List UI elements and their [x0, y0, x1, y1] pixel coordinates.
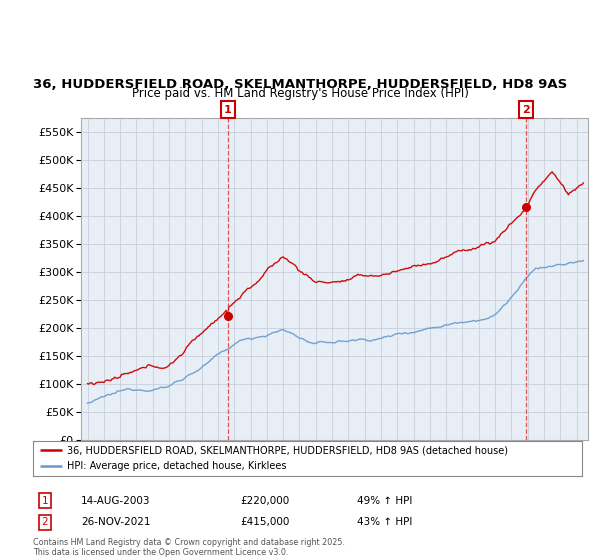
Text: 14-AUG-2003: 14-AUG-2003: [81, 496, 151, 506]
Text: Price paid vs. HM Land Registry's House Price Index (HPI): Price paid vs. HM Land Registry's House …: [131, 87, 469, 100]
Text: 1: 1: [224, 105, 232, 115]
Text: 43% ↑ HPI: 43% ↑ HPI: [357, 517, 412, 528]
Text: HPI: Average price, detached house, Kirklees: HPI: Average price, detached house, Kirk…: [67, 461, 287, 472]
Text: 2: 2: [522, 105, 530, 115]
Text: 2: 2: [41, 517, 49, 528]
Text: 36, HUDDERSFIELD ROAD, SKELMANTHORPE, HUDDERSFIELD, HD8 9AS (detached house): 36, HUDDERSFIELD ROAD, SKELMANTHORPE, HU…: [67, 445, 508, 455]
Text: 1: 1: [41, 496, 49, 506]
Text: Contains HM Land Registry data © Crown copyright and database right 2025.
This d: Contains HM Land Registry data © Crown c…: [33, 538, 345, 557]
Text: £415,000: £415,000: [240, 517, 289, 528]
Text: 36, HUDDERSFIELD ROAD, SKELMANTHORPE, HUDDERSFIELD, HD8 9AS: 36, HUDDERSFIELD ROAD, SKELMANTHORPE, HU…: [33, 78, 567, 91]
Text: 26-NOV-2021: 26-NOV-2021: [81, 517, 151, 528]
Text: £220,000: £220,000: [240, 496, 289, 506]
Text: 49% ↑ HPI: 49% ↑ HPI: [357, 496, 412, 506]
